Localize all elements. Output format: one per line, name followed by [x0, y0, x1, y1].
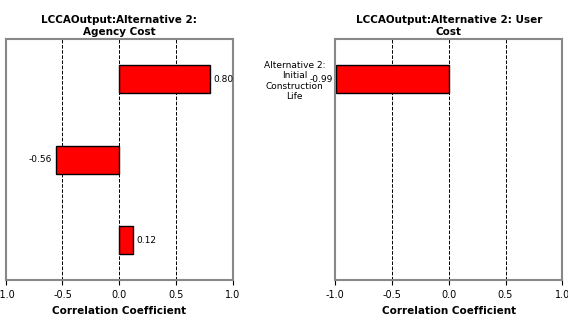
Title: LCCAOutput:Alternative 2: User
Cost: LCCAOutput:Alternative 2: User Cost	[356, 15, 542, 37]
X-axis label: Correlation Coefficient: Correlation Coefficient	[382, 306, 516, 316]
X-axis label: Correlation Coefficient: Correlation Coefficient	[52, 306, 186, 316]
Text: -0.56: -0.56	[29, 155, 52, 164]
Bar	[56, 146, 119, 174]
Title: LCCAOutput:Alternative 2:
Agency Cost: LCCAOutput:Alternative 2: Agency Cost	[41, 15, 197, 37]
Bar	[336, 65, 449, 94]
Bar	[119, 65, 210, 94]
Text: 0.12: 0.12	[136, 236, 156, 244]
Text: -0.99: -0.99	[310, 75, 333, 84]
Text: 0.80: 0.80	[214, 75, 233, 84]
Bar	[119, 226, 133, 254]
